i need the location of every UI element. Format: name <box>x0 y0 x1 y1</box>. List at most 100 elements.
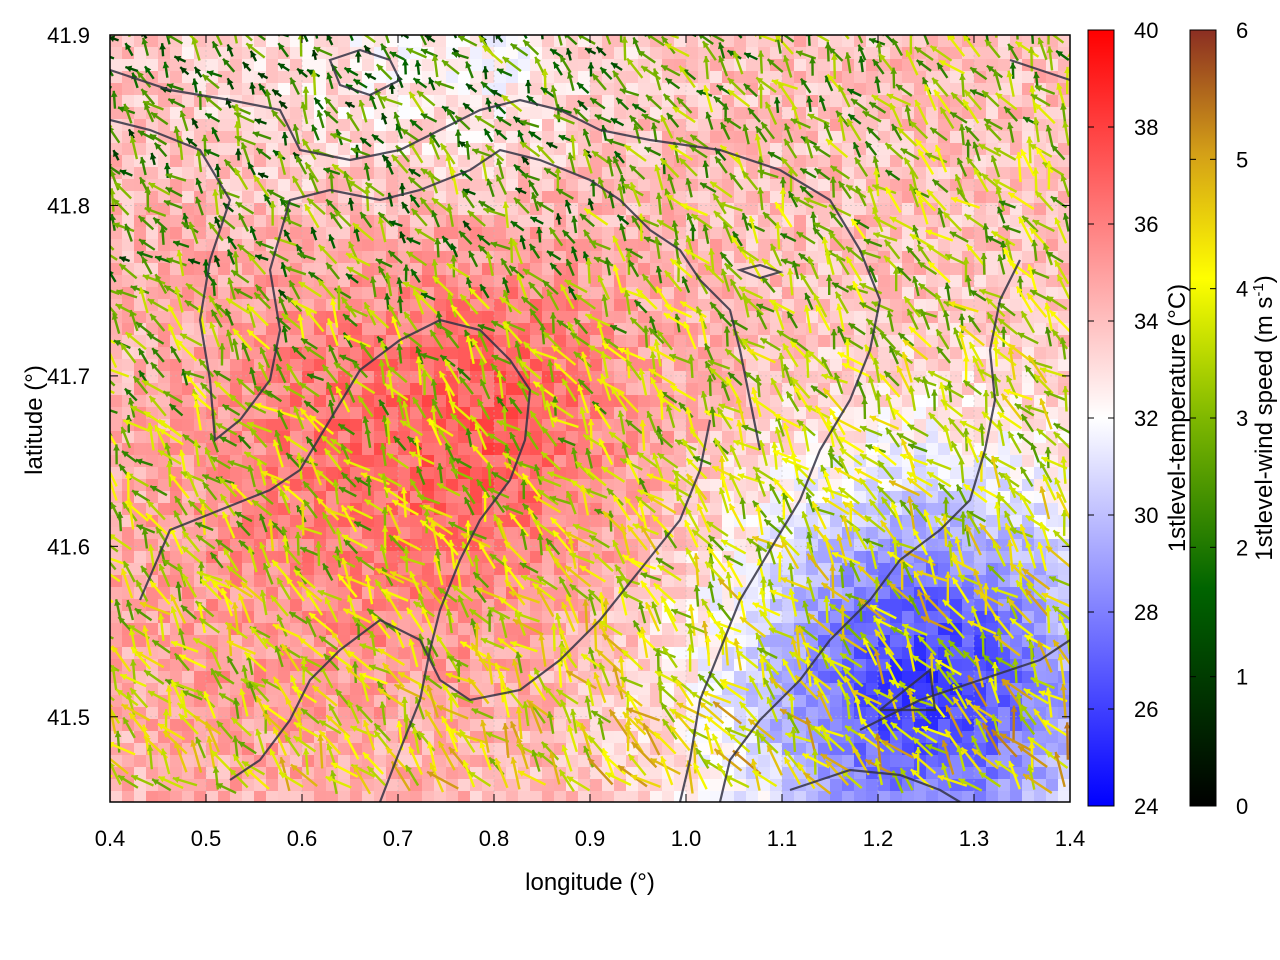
heatmap-cell <box>758 527 771 540</box>
heatmap-cell <box>758 107 771 120</box>
heatmap-cell <box>902 671 915 684</box>
heatmap-cell <box>386 719 399 732</box>
heatmap-cell <box>326 467 339 480</box>
heatmap-cell <box>146 35 159 48</box>
heatmap-cell <box>158 95 171 108</box>
heatmap-cell <box>674 335 687 348</box>
heatmap-cell <box>1058 47 1070 60</box>
heatmap-cell <box>698 587 711 600</box>
heatmap-cell <box>986 203 999 216</box>
heatmap-cell <box>1010 143 1023 156</box>
heatmap-cell <box>110 59 123 72</box>
heatmap-cell <box>602 143 615 156</box>
heatmap-cell <box>110 623 123 636</box>
heatmap-cell <box>974 47 987 60</box>
heatmap-cell <box>422 539 435 552</box>
heatmap-cell <box>530 71 543 84</box>
heatmap-cell <box>362 455 375 468</box>
heatmap-cell <box>554 779 567 792</box>
heatmap-cell <box>614 743 627 756</box>
heatmap-cell <box>242 707 255 720</box>
heatmap-cell <box>218 707 231 720</box>
heatmap-cell <box>218 131 231 144</box>
heatmap-cell <box>950 263 963 276</box>
heatmap-cell <box>134 443 147 456</box>
heatmap-cell <box>806 107 819 120</box>
heatmap-cell <box>842 155 855 168</box>
heatmap-cell <box>938 35 951 48</box>
heatmap-cell <box>458 647 471 660</box>
heatmap-cell <box>818 179 831 192</box>
heatmap-cell <box>1034 623 1047 636</box>
heatmap-cell <box>638 311 651 324</box>
heatmap-cell <box>890 599 903 612</box>
heatmap-cell <box>206 59 219 72</box>
heatmap-cell <box>314 755 327 768</box>
heatmap-cell <box>338 71 351 84</box>
heatmap-cell <box>326 143 339 156</box>
heatmap-cell <box>746 695 759 708</box>
heatmap-cell <box>134 635 147 648</box>
heatmap-cell <box>650 47 663 60</box>
heatmap-cell <box>170 119 183 132</box>
heatmap-cell <box>374 599 387 612</box>
heatmap-cell <box>482 107 495 120</box>
heatmap-cell <box>782 239 795 252</box>
heatmap-cell <box>1046 707 1059 720</box>
heatmap-cell <box>158 263 171 276</box>
heatmap-cell <box>938 443 951 456</box>
heatmap-cell <box>854 347 867 360</box>
heatmap-cell <box>302 359 315 372</box>
heatmap-cell <box>686 47 699 60</box>
heatmap-cell <box>326 83 339 96</box>
heatmap-cell <box>902 527 915 540</box>
heatmap-cell <box>482 623 495 636</box>
heatmap-cell <box>374 59 387 72</box>
heatmap-cell <box>1010 623 1023 636</box>
heatmap-cell <box>806 119 819 132</box>
heatmap-cell <box>1046 563 1059 576</box>
heatmap-cell <box>434 299 447 312</box>
heatmap-cell <box>794 311 807 324</box>
heatmap-cell <box>266 71 279 84</box>
heatmap-cell <box>890 635 903 648</box>
heatmap-cell <box>962 395 975 408</box>
heatmap-cell <box>134 263 147 276</box>
heatmap-cell <box>710 71 723 84</box>
heatmap-cell <box>374 131 387 144</box>
heatmap-cell <box>470 95 483 108</box>
heatmap-cell <box>890 395 903 408</box>
heatmap-cell <box>926 767 939 780</box>
heatmap-cell <box>122 275 135 288</box>
heatmap-cell <box>470 71 483 84</box>
heatmap-cell <box>602 47 615 60</box>
heatmap-cell <box>542 563 555 576</box>
heatmap-cell <box>146 47 159 60</box>
heatmap-cell <box>182 671 195 684</box>
heatmap-cell <box>494 215 507 228</box>
heatmap-cell <box>734 107 747 120</box>
heatmap-cell <box>386 179 399 192</box>
heatmap-cell <box>530 59 543 72</box>
heatmap-cell <box>914 407 927 420</box>
heatmap-cell <box>878 275 891 288</box>
heatmap-cell <box>878 263 891 276</box>
heatmap-cell <box>470 131 483 144</box>
heatmap-cell <box>902 95 915 108</box>
heatmap-cell <box>314 83 327 96</box>
heatmap-cell <box>914 683 927 696</box>
heatmap-cell <box>638 83 651 96</box>
heatmap-cell <box>734 671 747 684</box>
heatmap-cell <box>470 47 483 60</box>
heatmap-cell <box>686 59 699 72</box>
heatmap-cell <box>962 455 975 468</box>
heatmap-cell <box>710 503 723 516</box>
heatmap-cell <box>458 779 471 792</box>
heatmap-cell <box>518 779 531 792</box>
heatmap-cell <box>830 695 843 708</box>
heatmap-cell <box>818 83 831 96</box>
heatmap-cell <box>578 659 591 672</box>
heatmap-cell <box>110 671 123 684</box>
heatmap-cell <box>1022 599 1035 612</box>
heatmap-cell <box>182 155 195 168</box>
